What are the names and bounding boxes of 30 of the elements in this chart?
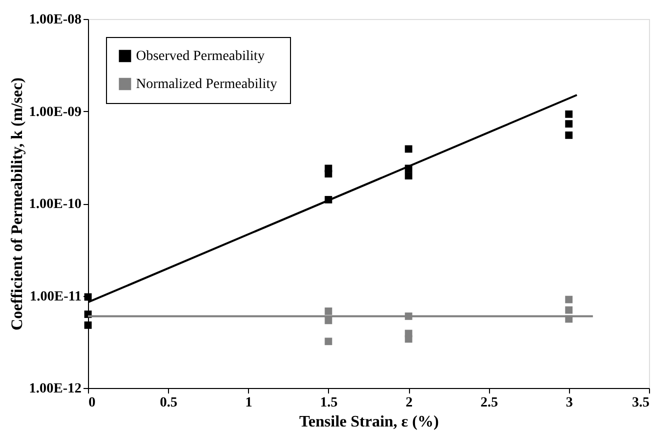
x-tick-label: 3.5: [632, 396, 650, 410]
point: [404, 335, 412, 343]
x-tick-label: 2: [406, 396, 413, 410]
point: [565, 131, 573, 139]
point: [404, 172, 412, 180]
point: [84, 321, 92, 329]
x-axis-title: Tensile Strain, ε (%): [299, 414, 439, 430]
y-tick-label: 1.00E-08: [29, 12, 82, 28]
point: [324, 338, 332, 346]
point: [565, 296, 573, 304]
y-tick-label: 1.00E-11: [30, 289, 82, 304]
y-tick-label: 1.00E-12: [29, 382, 82, 396]
x-tick-label: 2.5: [480, 396, 498, 410]
point: [565, 110, 573, 118]
point: [404, 145, 412, 153]
x-tick-label: 3: [566, 396, 573, 410]
point: [324, 316, 332, 324]
x-tick-label: 1.5: [320, 396, 338, 410]
legend-label: Normalized Permeability: [136, 77, 278, 92]
x-tick-label: 0: [88, 396, 96, 410]
y-axis-title: Coefficient of Permeability, k (m/sec): [9, 78, 26, 330]
point: [565, 306, 573, 314]
point: [324, 307, 332, 315]
x-tick-label: 1: [245, 396, 252, 410]
legend-label: Observed Permeability: [136, 49, 265, 64]
point: [324, 170, 332, 178]
x-tick-label: 0.5: [160, 396, 178, 410]
point: [565, 120, 573, 128]
y-tick-label: 1.00E-10: [29, 197, 82, 212]
y-tick-label: 1.00E-09: [29, 104, 82, 120]
